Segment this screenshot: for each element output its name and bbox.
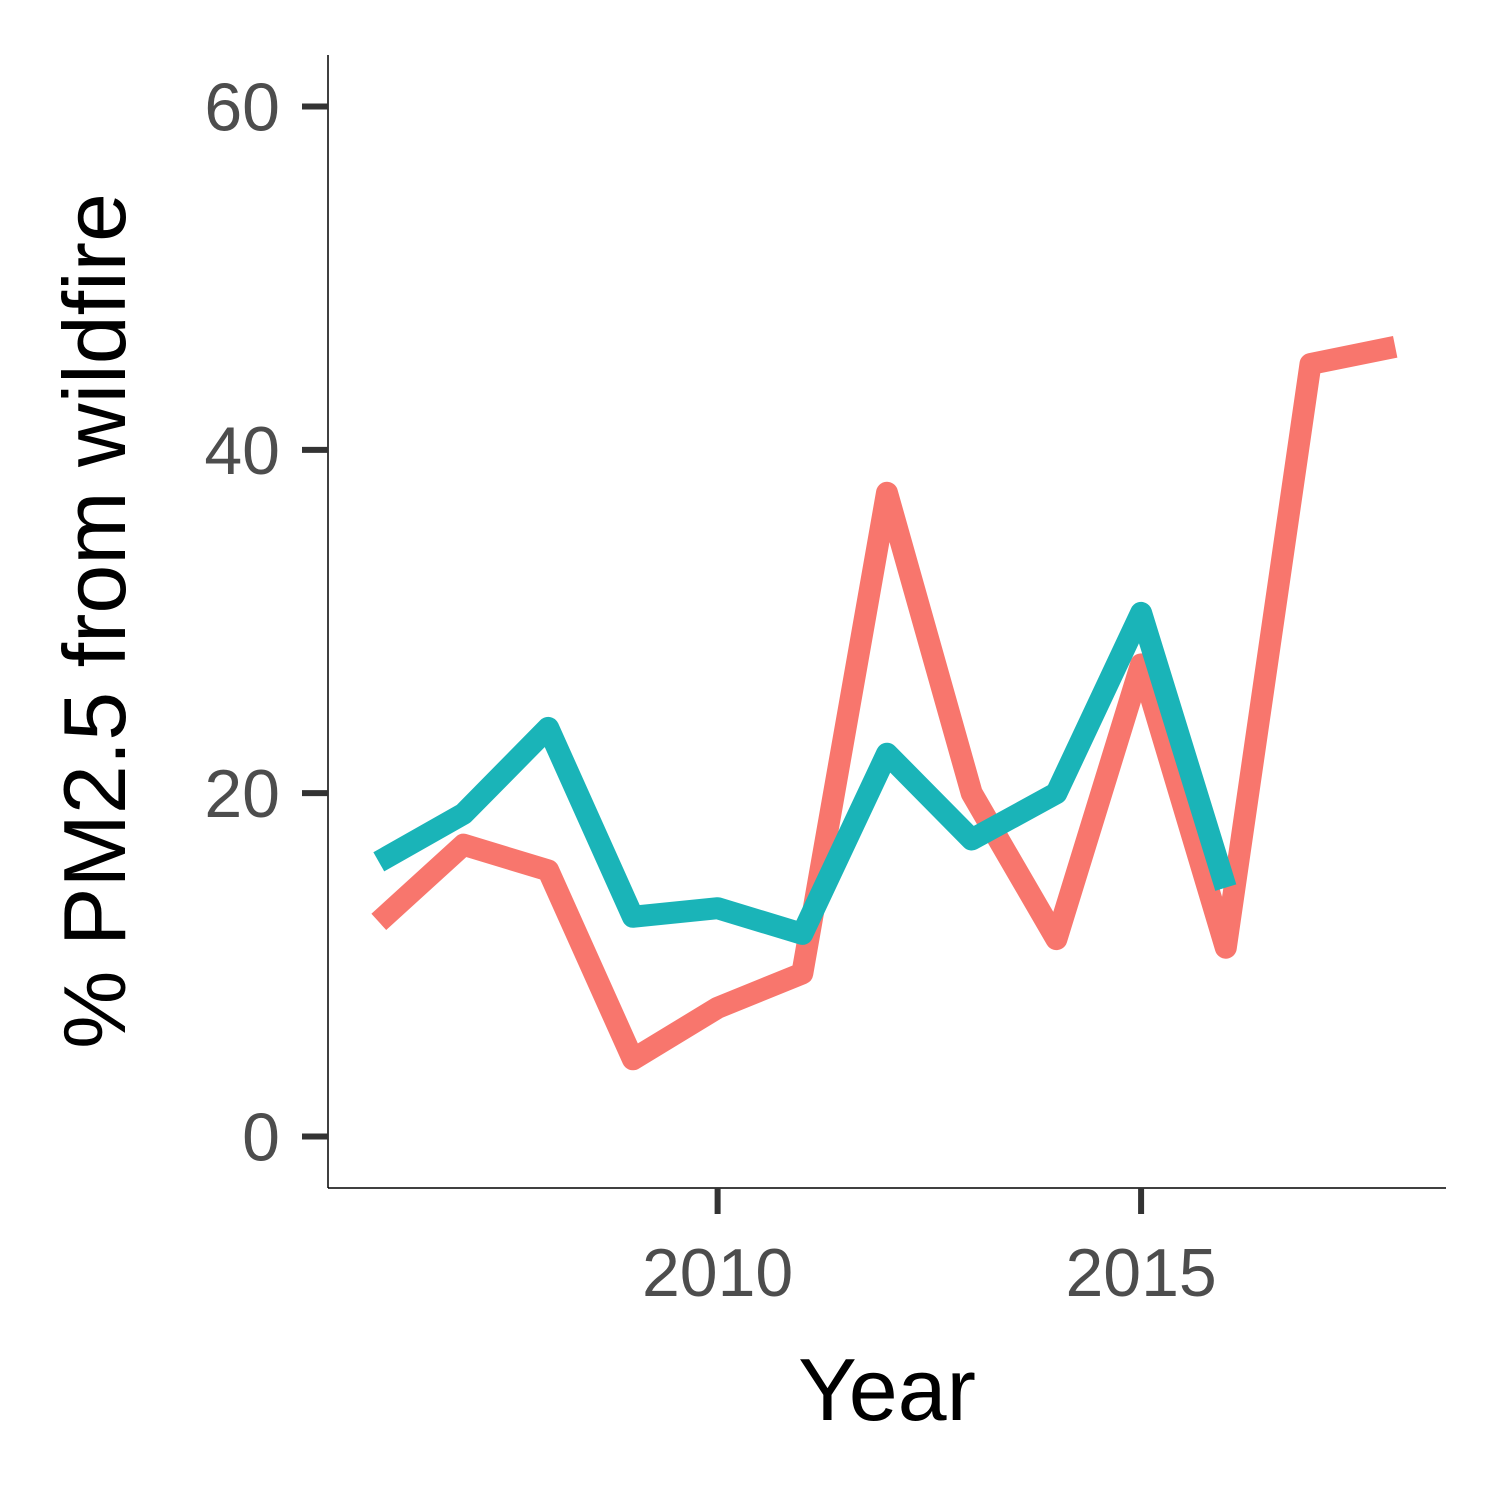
series-line-2 [373, 601, 1237, 945]
x-axis-title: Year [798, 1340, 976, 1439]
y-axis-ticks: 0 20 40 60 [204, 70, 328, 1176]
y-tick-label: 60 [204, 70, 280, 146]
series-line-1 [371, 336, 1398, 1071]
x-axis-ticks: 2010 2015 [642, 1188, 1217, 1311]
y-tick-label: 40 [204, 413, 280, 489]
y-axis-title: % PM2.5 from wildfire [45, 193, 144, 1049]
y-tick-label: 20 [204, 756, 280, 832]
x-tick-label: 2015 [1065, 1235, 1216, 1311]
x-tick-label: 2010 [642, 1235, 793, 1311]
series-layer [371, 336, 1398, 1071]
y-tick-label: 0 [242, 1100, 280, 1176]
